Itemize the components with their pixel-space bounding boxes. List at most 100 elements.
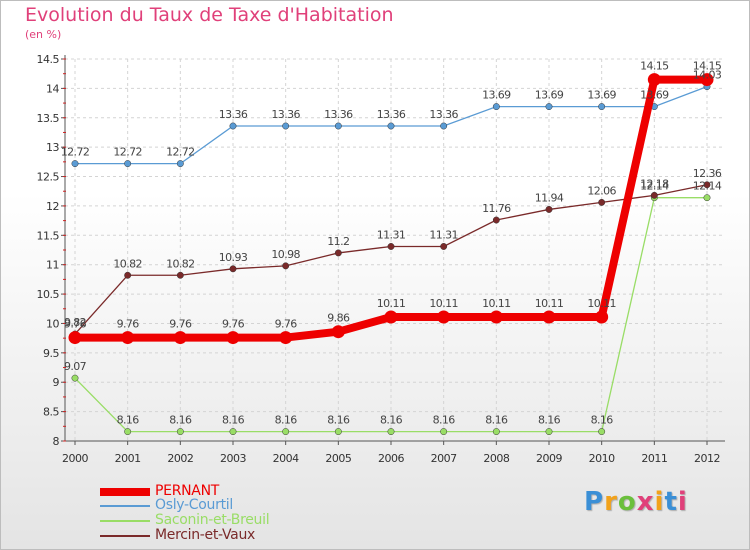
data-label: 10.11 <box>482 297 511 310</box>
series-osly-courtil <box>71 83 711 168</box>
data-point <box>71 374 79 382</box>
data-point <box>279 331 293 345</box>
x-tick-label: 2011 <box>641 452 667 465</box>
data-label: 9.82 <box>64 316 86 329</box>
data-point <box>229 265 237 273</box>
y-tick-label: 12.5 <box>37 171 60 184</box>
proxiti-logo: Proxiti <box>584 487 688 517</box>
data-point <box>176 428 184 436</box>
data-point <box>440 243 448 250</box>
y-tick-label: 8.5 <box>43 406 59 419</box>
x-tick-label: 2005 <box>325 452 351 465</box>
data-label: 10.11 <box>535 297 564 310</box>
y-tick-label: 13.5 <box>37 112 60 125</box>
data-point <box>282 428 290 436</box>
data-label: 11.2 <box>327 235 349 248</box>
x-tick-label: 2004 <box>273 452 299 465</box>
data-label: 9.76 <box>222 318 245 331</box>
data-label: 13.69 <box>640 89 669 102</box>
data-point <box>176 160 184 168</box>
series-lines <box>68 73 714 436</box>
logo-letter: x <box>636 487 655 517</box>
data-label: 9.76 <box>117 318 140 331</box>
data-label: 11.31 <box>429 228 458 241</box>
legend-label: Saconin-et-Breuil <box>155 512 270 528</box>
x-tick-label: 2002 <box>167 452 193 465</box>
data-label: 12.06 <box>587 184 616 197</box>
data-point <box>229 428 237 436</box>
x-tick-label: 2001 <box>115 452 141 465</box>
data-label: 12.72 <box>166 146 195 159</box>
data-point <box>650 191 658 199</box>
x-tick-label: 2006 <box>378 452 404 465</box>
legend-swatch <box>100 520 150 522</box>
data-point <box>121 331 135 345</box>
data-point <box>437 310 451 324</box>
legend-swatch <box>100 488 150 496</box>
grid <box>65 58 725 442</box>
data-label: 10.11 <box>587 297 616 310</box>
data-label: 9.07 <box>64 360 87 373</box>
data-label: 13.36 <box>219 108 248 121</box>
data-label: 10.11 <box>377 297 406 310</box>
y-tick-label: 8 <box>53 435 60 448</box>
data-label: 8.16 <box>169 414 192 427</box>
y-tick-label: 11 <box>46 259 59 272</box>
x-tick-label: 2003 <box>220 452 246 465</box>
x-tick-label: 2008 <box>483 452 509 465</box>
data-label: 10.98 <box>271 248 300 261</box>
series-saconin-et-breuil <box>71 194 711 436</box>
data-point <box>176 271 184 279</box>
data-label: 8.16 <box>485 414 508 427</box>
data-label: 8.16 <box>433 414 456 427</box>
logo-letter: P <box>584 487 605 517</box>
data-point <box>545 103 553 111</box>
data-label: 8.16 <box>380 414 403 427</box>
data-point <box>489 310 503 324</box>
data-label: 11.76 <box>482 202 511 215</box>
y-tick-label: 10 <box>46 317 59 330</box>
x-tick-label: 2010 <box>589 452 615 465</box>
logo-letter: o <box>617 487 637 517</box>
data-point <box>71 160 79 168</box>
data-point <box>703 181 711 189</box>
data-label: 12.72 <box>113 146 142 159</box>
y-tick-label: 14.5 <box>37 53 60 66</box>
data-point <box>598 198 606 206</box>
x-tick-label: 2000 <box>62 452 88 465</box>
data-point <box>700 73 714 87</box>
data-label: 11.94 <box>535 191 564 204</box>
data-point <box>124 428 132 436</box>
data-point <box>334 249 342 257</box>
data-point <box>492 428 500 436</box>
data-label: 9.86 <box>327 312 350 325</box>
data-point <box>226 331 240 345</box>
data-point <box>173 331 187 345</box>
data-point <box>440 428 448 436</box>
logo-letter: r <box>604 487 618 517</box>
series-pernant <box>68 73 714 345</box>
legend-label: PERNANT <box>155 483 219 499</box>
data-point <box>384 310 398 324</box>
data-label: 12.72 <box>61 146 90 159</box>
data-label: 13.36 <box>377 108 406 121</box>
data-label: 12.36 <box>693 167 722 180</box>
legend-label: Mercin-et-Vaux <box>155 527 256 543</box>
data-label: 9.76 <box>169 318 192 331</box>
data-label: 10.93 <box>219 251 248 264</box>
data-label: 12.14 <box>693 180 722 193</box>
data-label: 13.69 <box>482 89 511 102</box>
x-tick-label: 2007 <box>431 452 457 465</box>
data-point <box>331 325 345 339</box>
logo-letter: i <box>677 487 688 517</box>
data-label: 8.16 <box>538 414 561 427</box>
data-point <box>545 205 553 213</box>
data-point <box>542 310 556 324</box>
axes: 8 8.5 9 9.5 10 10.5 11 11.5 12 12.5 13 13.5 14 14.5 20… <box>37 53 725 465</box>
data-label: 10.82 <box>166 257 195 270</box>
data-label: 9.76 <box>275 318 298 331</box>
data-point <box>595 310 609 324</box>
data-label: 13.69 <box>535 89 564 102</box>
data-point <box>387 122 395 130</box>
